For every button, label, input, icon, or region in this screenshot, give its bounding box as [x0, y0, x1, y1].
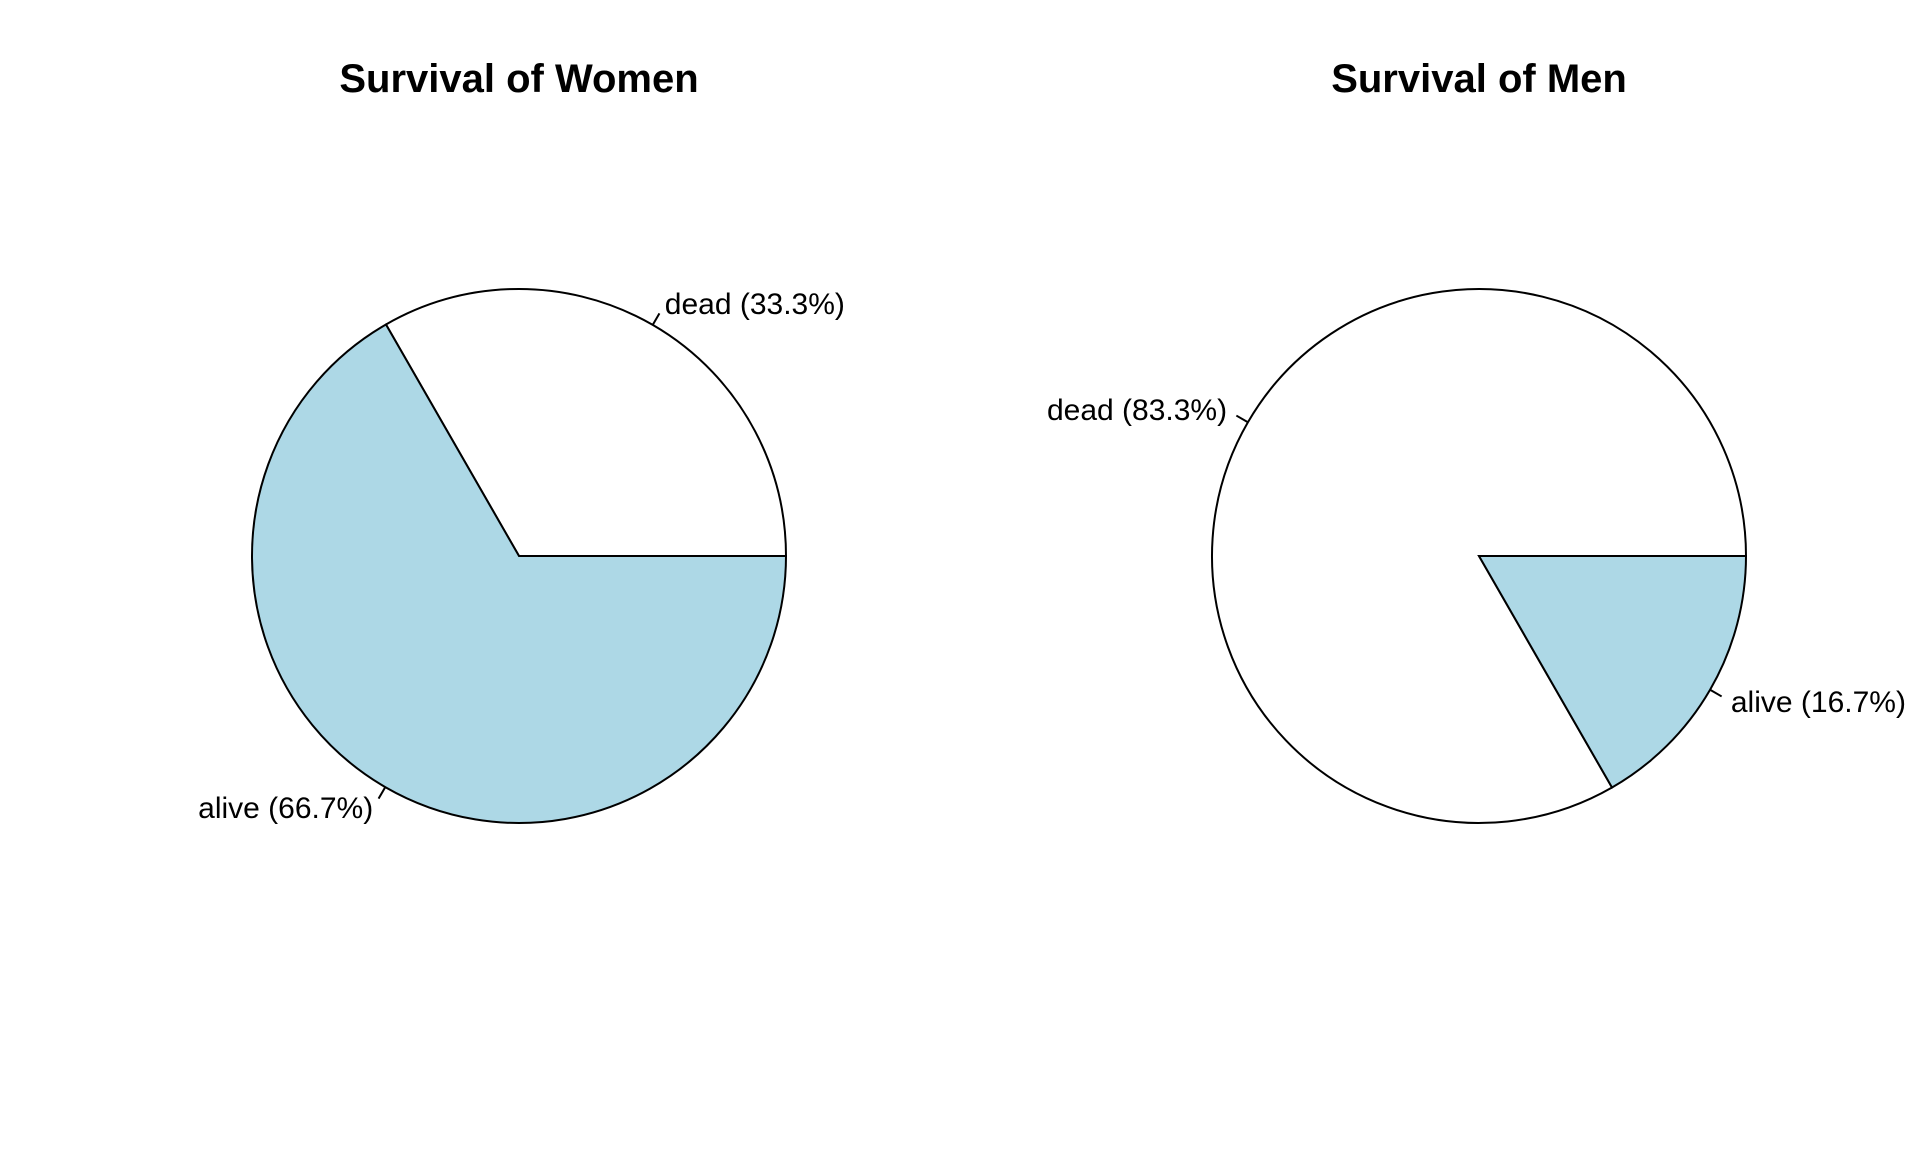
slice-label-dead: dead (83.3%) [1047, 394, 1227, 427]
chart-title: Survival of Women [339, 57, 698, 101]
slice-leader-line [1709, 688, 1723, 698]
slice-leader-line [1235, 414, 1249, 424]
pie-panel-women: Survival of Women dead (33.3%) alive (66.… [198, 57, 845, 825]
slice-leader-line [651, 312, 661, 326]
slice-leader-line [377, 786, 387, 800]
chart-title: Survival of Men [1331, 57, 1627, 101]
pie-slice-alive [1477, 555, 1748, 789]
pie-slice-alive [251, 323, 788, 824]
slice-label-alive: alive (16.7%) [1731, 686, 1906, 719]
slice-label-alive: alive (66.7%) [198, 792, 373, 825]
slice-label-dead: dead (33.3%) [665, 288, 845, 321]
pie-panel-men: Survival of Men dead (83.3%) alive (16.7%… [1047, 57, 1906, 824]
